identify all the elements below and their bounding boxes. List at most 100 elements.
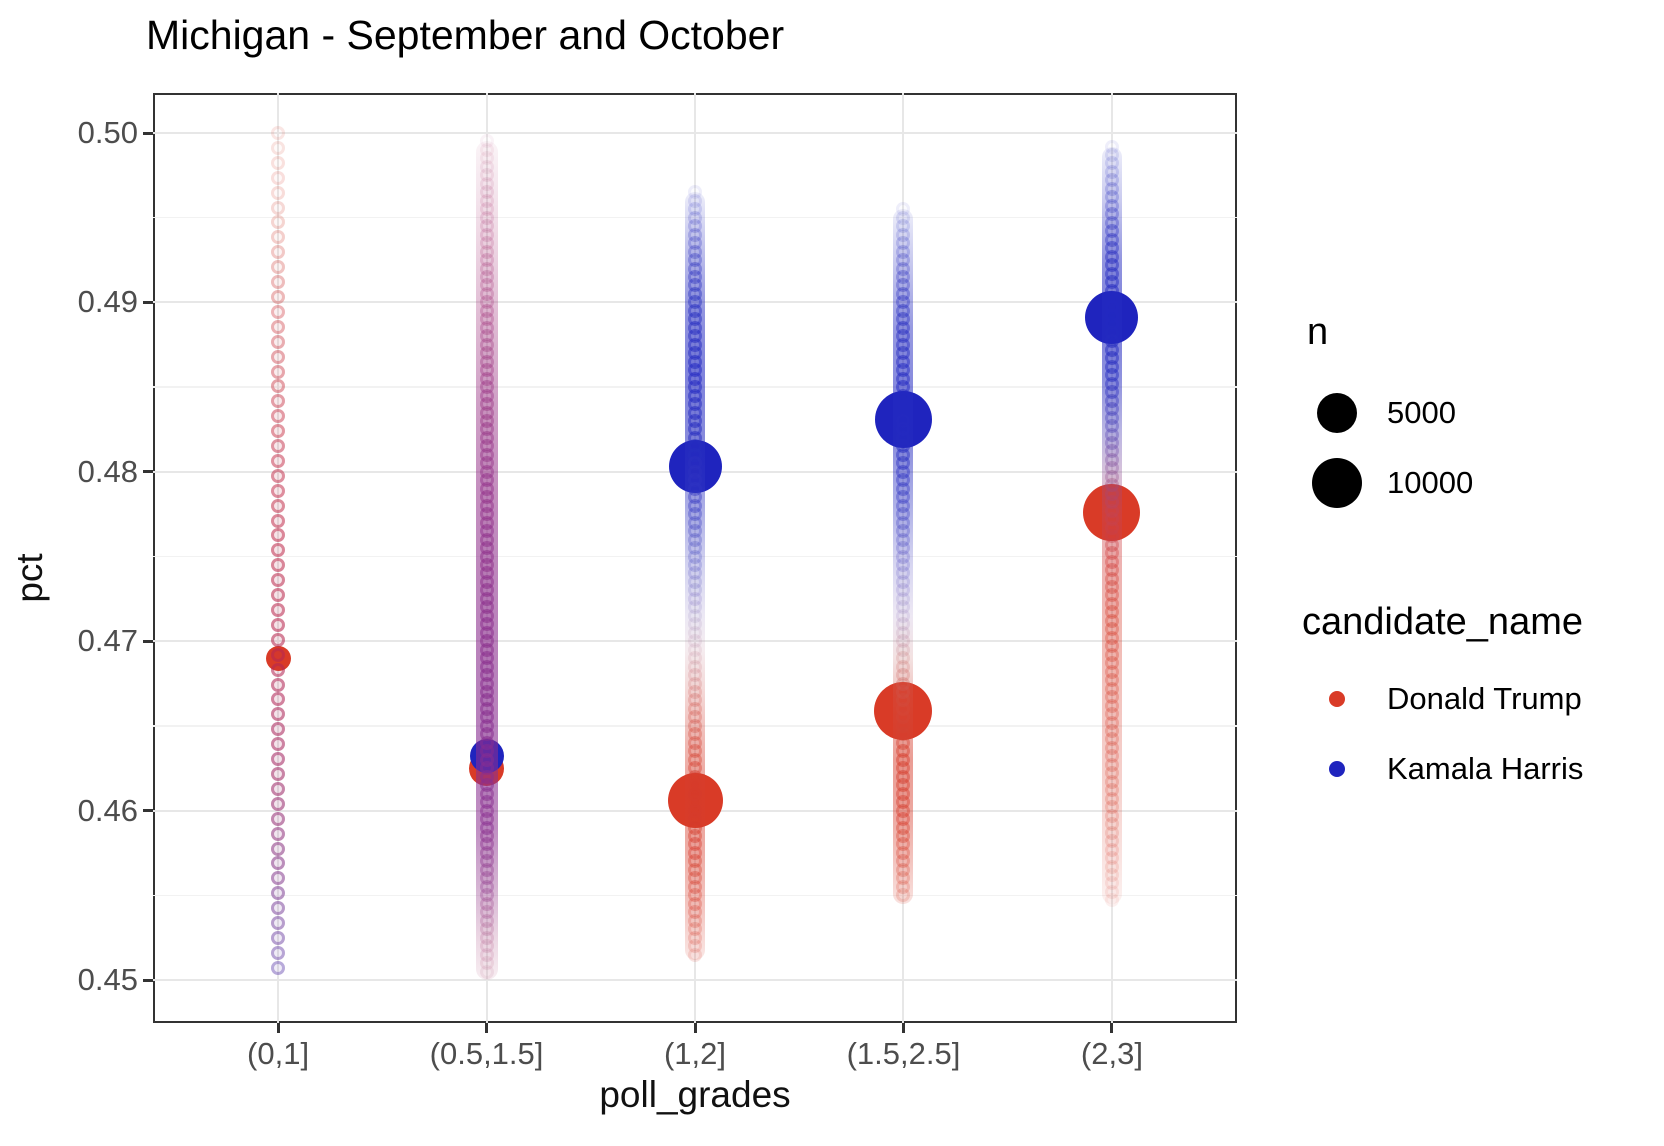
x-tick-mark bbox=[693, 1023, 697, 1033]
size-5000-dot-icon bbox=[1317, 393, 1357, 433]
poll-density-ring bbox=[271, 901, 286, 916]
poll-density-ring bbox=[271, 737, 286, 752]
poll-density-ring bbox=[271, 289, 286, 304]
plot-title: Michigan - September and October bbox=[146, 12, 785, 58]
poll-density-ring bbox=[271, 215, 286, 230]
poll-density-ring bbox=[271, 453, 286, 468]
y-tick-label: 0.48 bbox=[77, 453, 138, 489]
poll-density-ring bbox=[271, 767, 286, 781]
y-tick-label: 0.50 bbox=[77, 115, 138, 150]
legend-size-title: n bbox=[1307, 311, 1329, 353]
poll-density-ring bbox=[271, 573, 286, 588]
x-tick-label: (0.5,1.5] bbox=[429, 1036, 544, 1071]
poll-density-ring bbox=[271, 856, 286, 871]
x-tick-mark bbox=[485, 1023, 489, 1033]
poll-density-ring bbox=[271, 245, 286, 260]
y-tick-mark bbox=[143, 300, 153, 304]
poll-density-ring bbox=[271, 468, 286, 483]
legend-size-label: 5000 bbox=[1387, 395, 1456, 430]
legend-color-label: Donald Trump bbox=[1387, 681, 1582, 716]
y-tick-mark bbox=[143, 639, 153, 643]
poll-density-ring bbox=[271, 617, 286, 632]
legend-size-label: 10000 bbox=[1387, 465, 1474, 500]
poll-density-ring bbox=[271, 349, 286, 364]
x-tick-label: (0,1] bbox=[247, 1036, 310, 1071]
poll-density-ring bbox=[271, 126, 286, 140]
y-axis-title: pct bbox=[9, 553, 50, 603]
poll-density-ring bbox=[688, 947, 702, 962]
poll-density-ring bbox=[896, 888, 911, 903]
poll-density-ring bbox=[271, 155, 286, 170]
poll-density-ring bbox=[271, 916, 286, 931]
y-tick-mark bbox=[143, 809, 153, 813]
poll-density-ring bbox=[271, 707, 286, 722]
poll-density-ring bbox=[271, 796, 286, 811]
poll-density-ring bbox=[479, 964, 494, 979]
poll-density-ring bbox=[271, 200, 286, 215]
x-tick-label: (2,3] bbox=[1080, 1036, 1143, 1071]
poll-density-ring bbox=[271, 513, 286, 528]
poll-density-ring bbox=[271, 230, 286, 245]
poll-density-ring bbox=[271, 334, 286, 349]
poll-density-ring bbox=[271, 364, 286, 379]
poll-density-ring bbox=[271, 558, 286, 573]
poll-density-ring bbox=[271, 662, 286, 677]
poll-density-ring bbox=[271, 871, 286, 886]
poll-density-ring bbox=[271, 603, 286, 618]
poll-density-ring bbox=[271, 185, 286, 200]
poll-density-ring bbox=[271, 424, 286, 439]
y-tick-label: 0.46 bbox=[77, 792, 138, 828]
x-tick-mark bbox=[1110, 1023, 1114, 1033]
poll-density-ring bbox=[271, 170, 286, 185]
poll-density-ring bbox=[271, 722, 286, 737]
poll-density-ring bbox=[271, 886, 286, 901]
x-tick-mark bbox=[276, 1023, 280, 1033]
y-tick-label: 0.47 bbox=[77, 623, 138, 659]
trump-dot-icon bbox=[1329, 691, 1345, 707]
y-tick-mark bbox=[143, 978, 153, 982]
poll-density-ring bbox=[271, 841, 286, 856]
poll-density-ring bbox=[271, 528, 286, 543]
poll-density-ring bbox=[271, 319, 286, 334]
poll-density-ring bbox=[271, 677, 286, 692]
legend-color-title: candidate_name bbox=[1302, 601, 1583, 643]
poll-density-ring bbox=[271, 498, 286, 513]
poll-density-ring bbox=[271, 752, 286, 767]
legend-size-item-10000: 10000 bbox=[1312, 458, 1473, 508]
poll-density-ring bbox=[271, 394, 286, 409]
poll-density-ring bbox=[271, 379, 286, 394]
poll-density-ring bbox=[271, 260, 286, 275]
poll-density-ring bbox=[271, 439, 286, 454]
poll-density-ring bbox=[271, 647, 286, 662]
x-tick-label: (1,2] bbox=[663, 1036, 727, 1071]
poll-density-ring bbox=[271, 781, 286, 796]
legend-color-item-harris: Kamala Harris bbox=[1329, 751, 1583, 787]
poll-density-ring bbox=[271, 275, 286, 290]
x-major-gridline bbox=[277, 93, 280, 1023]
poll-density-ring bbox=[271, 483, 286, 498]
poll-density-ring bbox=[271, 826, 286, 841]
legend-color-item-trump: Donald Trump bbox=[1329, 681, 1582, 717]
y-tick-label: 0.49 bbox=[77, 284, 138, 320]
harris-dot-icon bbox=[1329, 761, 1345, 777]
legend-color-label: Kamala Harris bbox=[1387, 751, 1584, 786]
poll-density-ring bbox=[271, 588, 286, 603]
poll-density-ring bbox=[271, 692, 286, 707]
poll-density-ring bbox=[1104, 893, 1119, 908]
poll-density-ring bbox=[271, 945, 286, 960]
size-10000-dot-icon bbox=[1312, 458, 1362, 508]
y-tick-mark bbox=[143, 470, 153, 474]
poll-density-ring bbox=[271, 140, 286, 155]
poll-density-ring bbox=[271, 930, 286, 945]
poll-density-ring bbox=[271, 632, 286, 647]
poll-density-ring bbox=[271, 304, 286, 319]
poll-density-ring bbox=[271, 811, 286, 826]
y-tick-mark bbox=[143, 131, 153, 135]
poll-density-ring bbox=[271, 409, 286, 424]
x-tick-mark bbox=[901, 1023, 905, 1033]
y-tick-label: 0.45 bbox=[77, 962, 138, 997]
poll-density-ring bbox=[271, 543, 286, 558]
x-tick-label: (1.5,2.5] bbox=[846, 1036, 961, 1071]
poll-density-ring bbox=[271, 960, 286, 975]
